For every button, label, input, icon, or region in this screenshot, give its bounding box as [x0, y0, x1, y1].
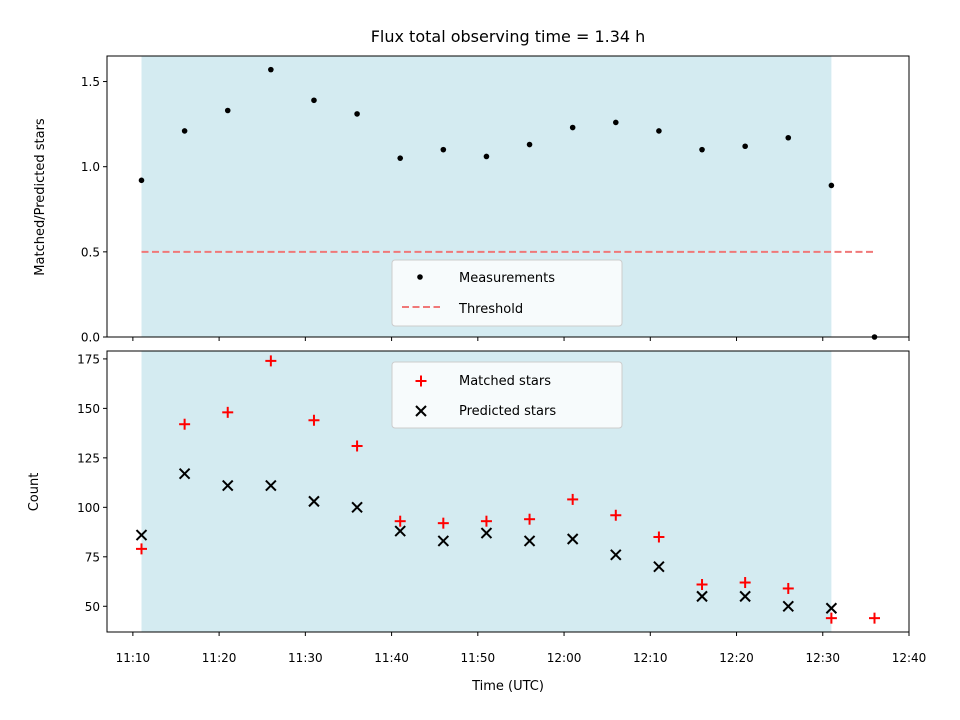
predicted-star-point: [782, 600, 794, 612]
x-tick-label: 11:20: [202, 651, 237, 665]
predicted-star-point: [351, 501, 363, 514]
measurement-point: [569, 124, 576, 131]
measurement-point: [181, 128, 188, 134]
count-y-tick-label: 175: [77, 352, 100, 366]
matched-star-point: [653, 531, 665, 543]
x-axis-label: Time (UTC): [471, 679, 544, 694]
predicted-star-point: [394, 525, 406, 537]
count-axes-frame: [106, 350, 910, 633]
predicted-star-point: [135, 529, 148, 541]
ratio-y-axis-label: Matched/Predicted stars: [33, 118, 48, 276]
predicted-star-point: [437, 535, 450, 547]
matched-star-point: [308, 414, 320, 426]
legend-predicted-label: Predicted stars: [459, 404, 556, 419]
x-tick-label: 12:10: [633, 651, 668, 665]
count-y-tick-label: 125: [77, 451, 100, 465]
matched-star-point: [524, 513, 536, 525]
legend-predicted-marker: [415, 405, 427, 417]
ratio-panel: 0.0 0.5 1.0 1.5 Matched/Predicted stars Mea…: [33, 55, 910, 345]
legend-x-glyph: [415, 405, 427, 417]
matched-star-point: [825, 612, 837, 624]
matched-star-point: [782, 582, 794, 594]
ratio-y-tick-label: 1.5: [81, 75, 100, 89]
ratio-y-tick-label: 0.5: [81, 245, 100, 259]
predicted-star-point: [523, 535, 536, 547]
count-y-tick-label: 150: [77, 402, 100, 416]
matched-star-point: [869, 612, 881, 624]
measurement-point: [742, 143, 748, 150]
count-y-axis-label: Count: [27, 473, 42, 512]
matched-star-point: [135, 543, 147, 555]
x-tick-label: 12:40: [892, 651, 927, 665]
matched-star-point: [179, 418, 191, 430]
matched-star-point: [265, 355, 277, 367]
predicted-star-point: [178, 467, 191, 480]
measurement-point: [699, 146, 705, 153]
predicted-star-point: [825, 602, 838, 614]
x-tick-label: 11:10: [116, 651, 151, 665]
matched-star-point: [567, 493, 579, 505]
legend-measurements-marker: [417, 274, 423, 280]
x-tick-label: 12:30: [805, 651, 840, 665]
ratio-legend: Measurements Threshold: [391, 259, 623, 327]
count-legend: Matched stars Predicted stars: [391, 361, 623, 429]
predicted-star-point: [480, 527, 493, 539]
ratio-y-tick-label: 0.0: [81, 331, 100, 345]
predicted-star-point: [739, 590, 751, 603]
legend-matched-marker: [415, 375, 427, 387]
count-y-tick-label: 75: [85, 550, 100, 564]
measurement-point: [785, 134, 792, 141]
predicted-star-point: [308, 495, 320, 508]
predicted-star-point: [222, 479, 234, 492]
x-tick-label: 12:20: [719, 651, 754, 665]
legend-plus-glyph: [415, 375, 427, 387]
legend-measurements-label: Measurements: [459, 271, 555, 286]
predicted-star-point: [566, 533, 579, 545]
count-y-tick-label: 100: [77, 501, 100, 515]
measurement-point: [138, 177, 145, 184]
matched-star-point: [222, 406, 234, 418]
x-tick-label: 12:00: [547, 651, 582, 665]
x-tick-label: 11:40: [374, 651, 409, 665]
legend-threshold-label: Threshold: [458, 302, 523, 317]
measurement-point: [268, 66, 274, 73]
ratio-y-tick-label: 1.0: [81, 160, 100, 174]
ratio-axes-frame: [106, 55, 910, 338]
matched-star-point: [351, 440, 363, 452]
matched-star-point: [437, 517, 449, 529]
matched-star-point: [480, 515, 492, 527]
measurement-point: [526, 141, 533, 148]
measurement-point: [483, 153, 490, 160]
predicted-star-point: [610, 549, 622, 561]
predicted-star-point: [696, 590, 708, 603]
x-tick-label: 11:50: [461, 651, 496, 665]
measurement-point: [311, 97, 317, 104]
measurement-point: [440, 146, 447, 153]
measurement-point: [656, 128, 662, 134]
matched-star-point: [610, 509, 622, 521]
measurement-point: [612, 119, 619, 126]
measurement-point: [354, 111, 360, 117]
matched-star-point: [696, 579, 708, 591]
x-tick-label: 11:30: [288, 651, 323, 665]
measurement-point: [828, 182, 835, 189]
matched-star-point: [394, 515, 406, 527]
matched-star-point: [739, 577, 751, 589]
predicted-star-point: [265, 479, 277, 492]
count-panel: 50 75 100 125 150 175 11:10 11:20 11:30 11:40 11:…: [27, 350, 927, 694]
chart-title: Flux total observing time = 1.34 h: [371, 27, 646, 46]
predicted-star-point: [653, 560, 665, 573]
measurement-point: [224, 107, 231, 114]
count-y-tick-label: 50: [85, 600, 100, 614]
legend-matched-label: Matched stars: [459, 374, 551, 389]
measurement-point: [397, 155, 404, 161]
